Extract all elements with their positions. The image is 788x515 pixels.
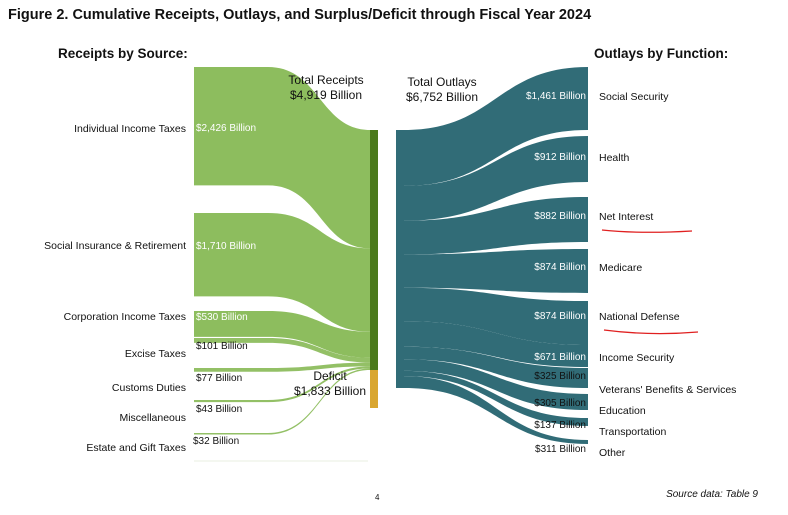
receipt-flow-excise-taxes (194, 338, 370, 363)
receipt-label-individual-income-taxes: Individual Income Taxes (74, 123, 186, 135)
outlay-label-transportation: Transportation (599, 426, 667, 438)
outlay-flow-social-security (404, 67, 588, 186)
receipt-value-individual-income-taxes: $2,426 Billion (196, 123, 257, 134)
receipt-label-social-insurance: Social Insurance & Retirement (44, 240, 186, 252)
outlay-flow-veterans-benefits-services (404, 346, 588, 388)
total-receipts-block: Total Receipts $4,919 Billion (276, 73, 376, 103)
outlay-flow-national-defense (404, 287, 588, 345)
outlay-value-medicare: $874 Billion (534, 262, 586, 273)
receipt-flow-customs-duties (194, 362, 370, 372)
receipt-label-excise-taxes: Excise Taxes (124, 348, 186, 360)
outlays-header: Outlays by Function: (594, 46, 729, 61)
outlay-flow-transportation (404, 370, 588, 426)
outlay-value-transportation: $137 Billion (534, 420, 586, 431)
receipt-flow-miscellaneous (194, 366, 370, 403)
receipts-header: Receipts by Source: (58, 46, 188, 61)
national-defense-underline (603, 329, 699, 335)
deficit-value: $1,833 Billion (293, 384, 367, 398)
deficit-bar (370, 370, 378, 408)
deficit-label: Deficit (313, 369, 347, 383)
outlay-label-income-security: Income Security (599, 352, 675, 364)
receipt-value-excise-taxes: $101 Billion (196, 341, 248, 352)
receipt-value-customs-duties: $77 Billion (196, 373, 243, 384)
receipt-value-estate-gift-taxes: $32 Billion (193, 436, 240, 447)
outlay-flow-other (404, 376, 588, 444)
outlay-label-other: Other (599, 447, 626, 459)
outlay-flow-net-interest (404, 197, 588, 255)
total-outlays-label: Total Outlays (407, 75, 477, 89)
receipt-value-miscellaneous: $43 Billion (196, 404, 243, 415)
outlay-flow-education (404, 359, 588, 410)
outlay-value-social-security: $1,461 Billion (525, 91, 586, 102)
page-number: 4 (375, 493, 380, 502)
outlay-value-income-security: $671 Billion (534, 352, 586, 363)
total-outlays-block: Total Outlays $6,752 Billion (394, 75, 490, 105)
outlay-label-health: Health (599, 152, 630, 164)
receipt-label-customs-duties: Customs Duties (111, 382, 186, 394)
outlay-value-net-interest: $882 Billion (534, 211, 586, 222)
outlay-label-net-interest: Net Interest (599, 211, 654, 223)
receipt-flow-corporation-income-taxes (194, 311, 370, 358)
outlay-value-other: $311 Billion (535, 444, 586, 455)
outlay-flow-medicare (404, 249, 588, 293)
receipts-bar (370, 130, 378, 370)
receipt-flow-social-insurance-retirement (194, 213, 370, 332)
receipt-label-miscellaneous: Miscellaneous (119, 412, 186, 424)
outlay-value-veterans: $325 Billion (534, 371, 586, 382)
outlay-value-health: $912 Billion (534, 152, 586, 163)
figure-title: Figure 2. Cumulative Receipts, Outlays, … (8, 7, 592, 23)
net-interest-underline (601, 229, 693, 233)
outlay-value-education: $305 Billion (534, 398, 586, 409)
deficit-block: Deficit $1,833 Billion (278, 369, 382, 399)
outlay-label-social-security: Social Security (599, 91, 669, 103)
total-receipts-value: $4,919 Billion (289, 88, 363, 102)
receipt-label-estate-gift-taxes: Estate and Gift Taxes (86, 442, 186, 454)
receipt-flow-individual-income-taxes (194, 67, 370, 249)
outlay-label-veterans: Veterans' Benefits & Services (599, 384, 737, 396)
outlay-flow-health (404, 136, 588, 221)
outlay-value-national-defense: $874 Billion (534, 311, 586, 322)
outlays-bar (396, 130, 404, 388)
outlay-flow-income-security (404, 321, 588, 367)
total-outlays-value: $6,752 Billion (405, 90, 479, 104)
receipt-value-corporation-income-taxes: $530 Billion (196, 312, 248, 323)
receipt-value-social-insurance: $1,710 Billion (196, 241, 257, 252)
outlay-label-medicare: Medicare (599, 262, 643, 274)
outlay-label-national-defense: National Defense (599, 311, 680, 323)
source-note: Source data: Table 9 (666, 489, 758, 500)
total-receipts-label: Total Receipts (288, 73, 364, 87)
outlay-label-education: Education (599, 405, 646, 417)
receipt-label-corporation-income-taxes: Corporation Income Taxes (63, 311, 186, 323)
